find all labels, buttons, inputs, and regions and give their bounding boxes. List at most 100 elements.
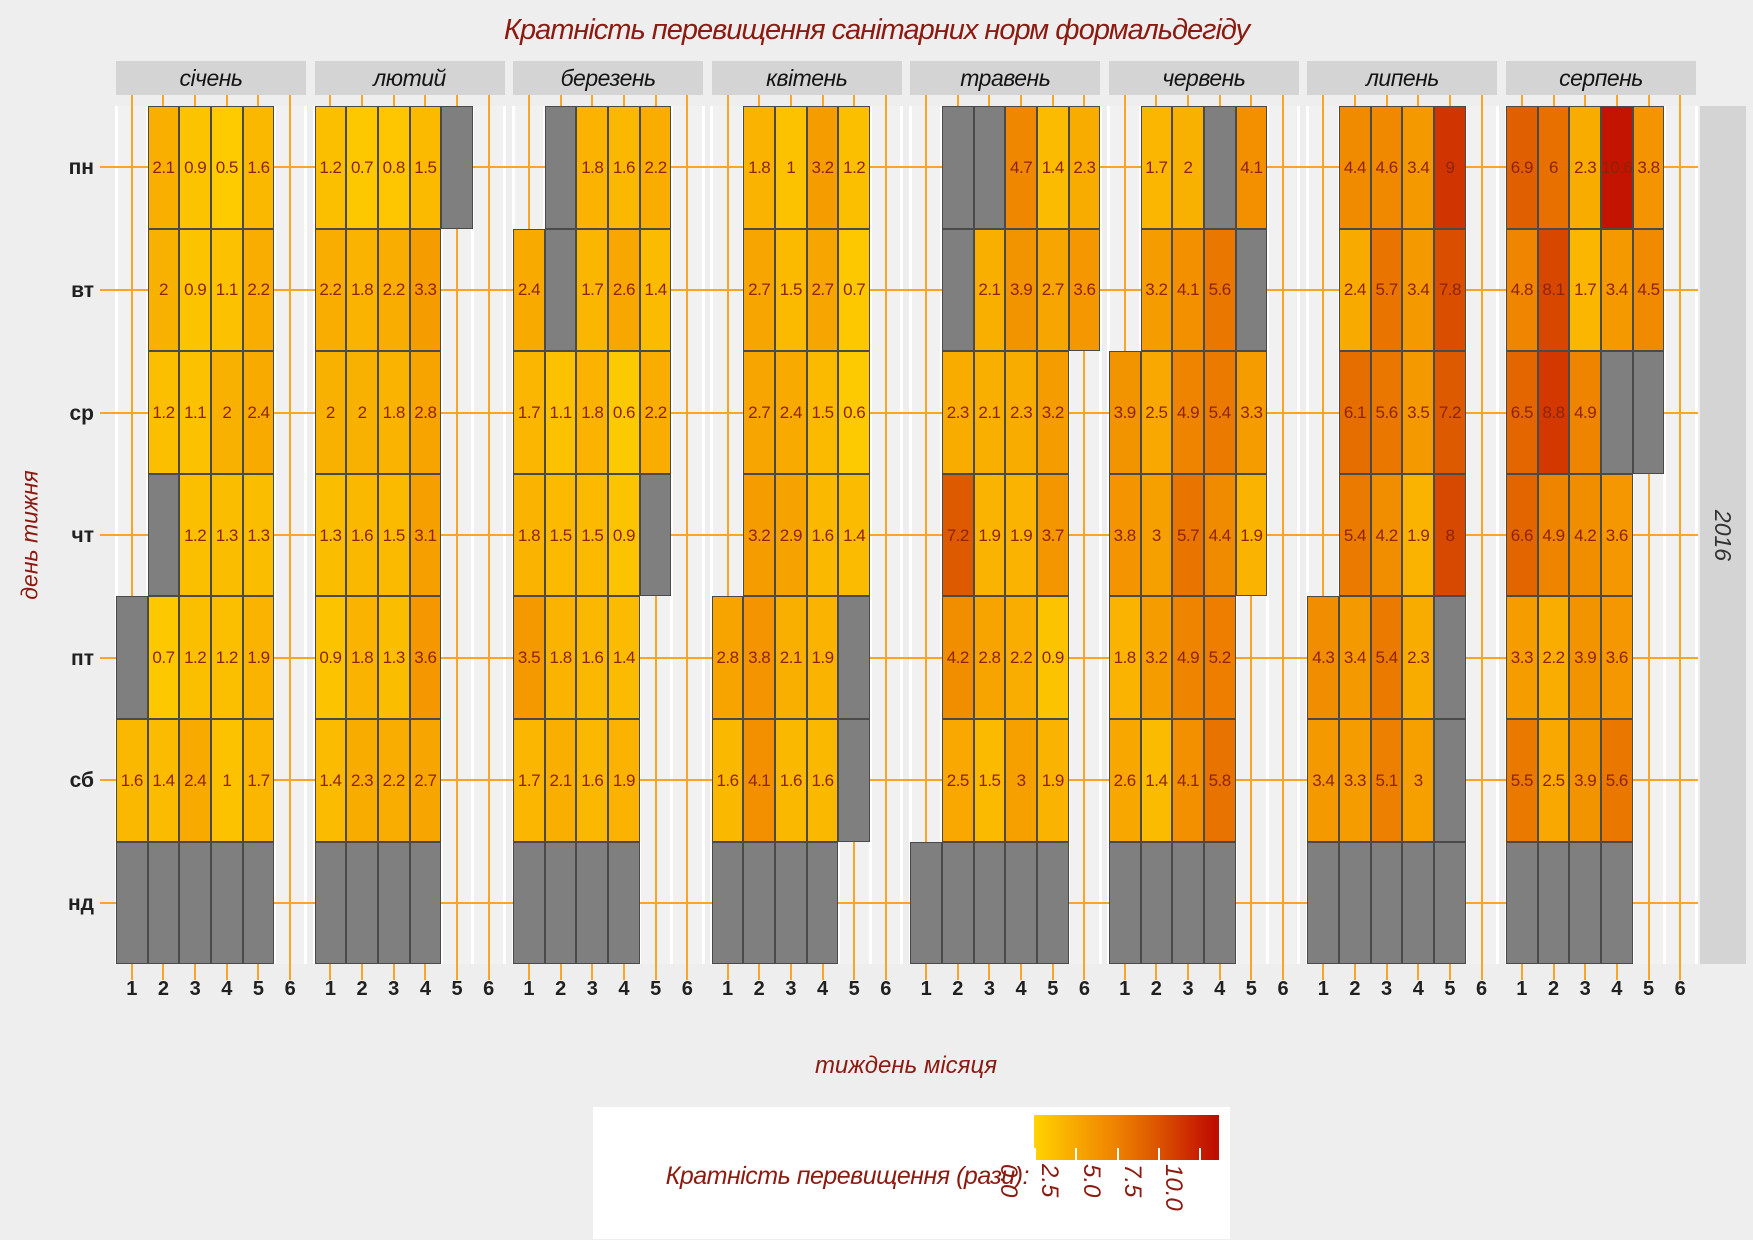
heatmap-cell: 1.1 [544,351,577,474]
heatmap-cell: 2.6 [608,228,640,352]
heatmap-cell: 10.6 [1601,106,1633,229]
x-axis-tick-label: 6 [1277,978,1289,1001]
heatmap-cell: 0.6 [608,351,640,474]
heatmap-cell-na [544,841,577,965]
heatmap-cell: 1.8 [576,351,609,474]
x-axis-tick-label: 6 [1674,978,1686,1001]
heatmap-cell-na [576,841,609,965]
x-axis-tick-label: 1 [1119,978,1131,1001]
heatmap-cell: 1.6 [116,719,148,842]
grid-line-white-v [503,106,507,965]
facet-panel-квітень: квітень 1.8 1 3.2 1.2 2.7 1.5 2.7 0.7 2.7 2.4 1.5 0.… [710,61,904,1001]
facet-strip-year: 2016 [1700,106,1746,964]
heatmap-cell: 1.6 [608,106,640,229]
heatmap-cell: 5.1 [1370,719,1403,842]
heatmap-cell: 1 [775,106,807,229]
heatmap-cell: 4.8 [1506,228,1538,352]
heatmap-cell: 0.9 [1036,596,1069,719]
heatmap-cell: 1.5 [377,473,410,597]
heatmap-cell: 2.3 [1402,596,1435,719]
grid-line-white-v [908,106,912,965]
heatmap-cell: 1.5 [576,473,609,597]
heatmap-cell: 2.1 [973,228,1006,352]
heatmap-cell: 2.5 [1140,351,1173,474]
grid-line-orange-v [1083,95,1086,980]
heatmap-cell-na [941,106,974,229]
x-axis-tick-label: 4 [1015,978,1027,1001]
heatmap-cell: 3.5 [1402,351,1435,474]
heatmap-cell: 7.2 [1434,351,1466,474]
heatmap-cell: 1.6 [242,106,275,229]
heatmap-cell: 3.4 [1601,228,1633,352]
x-axis-tick-label: 2 [1349,978,1361,1001]
heatmap-cell: 1.6 [775,719,807,842]
facet-grid: січень 2.1 0.9 0.5 1.6 2 0.9 1.1 2.2 1.2 1.1 2 2.4 1.… [114,61,1698,1001]
heatmap-cell: 2.2 [1537,596,1570,719]
heatmap-cell-na [775,841,807,965]
heatmap-cell: 3.9 [1005,228,1037,352]
heatmap-cell: 1.6 [576,719,609,842]
x-axis-tick-label: 5 [1245,978,1257,1001]
heatmap-cell: 2.3 [1569,106,1601,229]
grid-line-white-v [701,106,705,965]
heatmap-cell: 3.2 [1036,351,1069,474]
facet-panel-січень: січень 2.1 0.9 0.5 1.6 2 0.9 1.1 2.2 1.2 1.1 2 2.4 1.… [114,61,308,1001]
heatmap-cell: 2.5 [941,719,974,842]
heatmap-cell: 3.6 [409,596,442,719]
legend-box: Кратність перевищення (рази): 0.0 2.5 5.0 7… [593,1107,1230,1239]
facet-panel-травень: травень 4.7 1.4 2.3 2.1 3.9 2.7 3.6 2.3 2.1 2.3 3.2… [908,61,1102,1001]
x-axis-tick-label: 1 [920,978,932,1001]
x-axis-tick-label: 3 [1579,978,1591,1001]
heatmap-cell: 1.8 [513,473,545,597]
heatmap-cell: 0.9 [179,106,211,229]
heatmap-cell: 1.8 [743,106,776,229]
heatmap-cell: 5.7 [1370,228,1403,352]
heatmap-cell: 2 [346,351,378,474]
heatmap-cell: 1.6 [346,473,378,597]
heatmap-cell: 3.3 [1235,351,1268,474]
x-axis-tick-label: 3 [1381,978,1393,1001]
panel-plot-area: 1.2 0.7 0.8 1.5 2.2 1.8 2.2 3.3 2 2 1.8 2.8 1.3 1.6 1.… [313,95,507,980]
heatmap-cell-na [1569,841,1601,965]
x-axis-tick-label: 3 [388,978,400,1001]
heatmap-cell-na [1601,841,1633,965]
heatmap-cell: 1.7 [1569,228,1601,352]
heatmap-cell-na [1601,351,1633,474]
heatmap-cell: 3.4 [1402,106,1435,229]
heatmap-cell: 2.5 [1537,719,1570,842]
heatmap-cell: 1.8 [1108,596,1141,719]
heatmap-cell: 5.4 [1370,596,1403,719]
heatmap-cell: 8.8 [1537,351,1570,474]
heatmap-cell-na [1108,841,1141,965]
legend-tick [1075,1148,1078,1160]
heatmap-cell: 3.2 [806,106,839,229]
y-axis-tick-label: ср [69,401,94,425]
heatmap-cell: 1.5 [775,228,807,352]
heatmap-cell: 3.6 [1601,473,1633,597]
heatmap-cell-na [910,841,942,965]
heatmap-cell: 2.7 [1036,228,1069,352]
heatmap-cell: 1.7 [576,228,609,352]
heatmap-cell-na [1235,228,1268,352]
y-axis-tick-label: пт [71,646,94,670]
heatmap-cell: 2.9 [775,473,807,597]
heatmap-cell: 2.2 [377,228,410,352]
heatmap-cell: 1.9 [973,473,1006,597]
heatmap-cell-na [441,106,473,229]
heatmap-cell-na [147,841,180,965]
x-axis-tick-label: 5 [451,978,463,1001]
heatmap-cell: 4.2 [1370,473,1403,597]
grid-line-orange-v [1647,95,1650,980]
heatmap-cell: 2.8 [409,351,442,474]
heatmap-cell-na [116,596,148,719]
heatmap-cell: 4.9 [1569,351,1601,474]
heatmap-cell-na [1339,841,1371,965]
heatmap-cell-na [1632,351,1665,474]
heatmap-cell: 1.2 [314,106,347,229]
heatmap-cell: 4.2 [1569,473,1601,597]
heatmap-cell-na [147,473,180,597]
grid-line-white-v [1297,106,1301,965]
heatmap-cell-na [941,841,974,965]
facet-panel-лютий: лютий 1.2 0.7 0.8 1.5 2.2 1.8 2.2 3.3 2 2 1.8 2.8 1.3… [313,61,507,1001]
